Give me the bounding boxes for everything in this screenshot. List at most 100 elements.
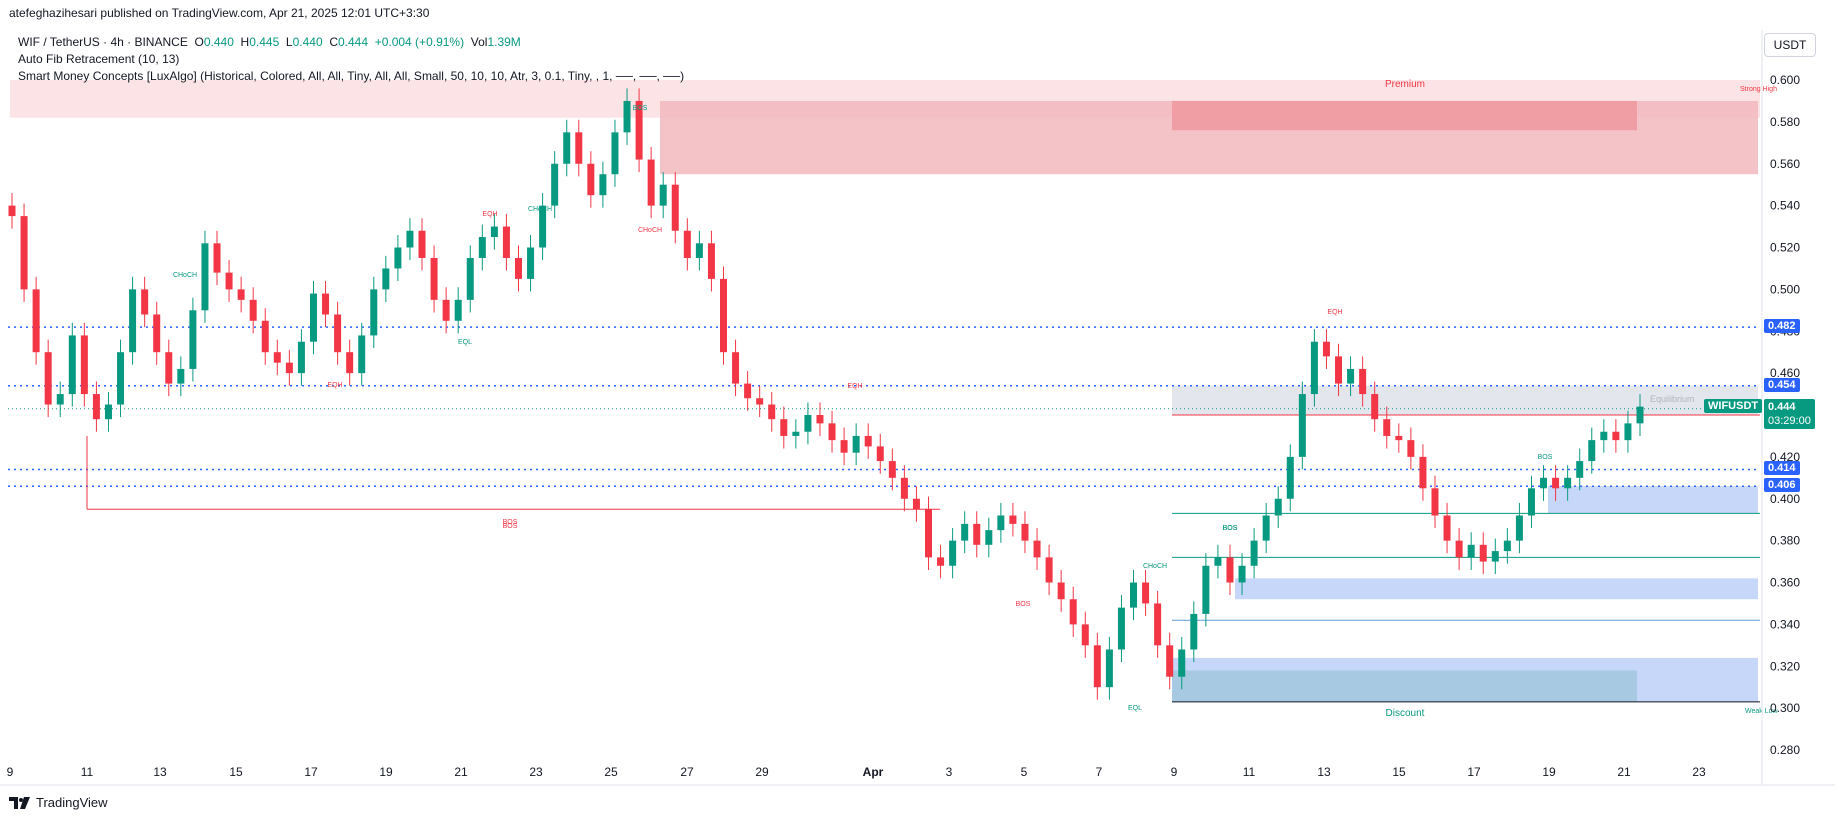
candle-body bbox=[732, 352, 740, 384]
x-tick-label: 13 bbox=[1317, 765, 1331, 779]
ohlc-row: WIF / TetherUS · 4h · BINANCE O0.440 H0.… bbox=[18, 34, 684, 51]
low-value: 0.440 bbox=[292, 35, 323, 49]
price-tag-0.454: 0.454 bbox=[1764, 377, 1800, 392]
candle-body bbox=[876, 446, 884, 462]
y-tick-label: 0.340 bbox=[1770, 617, 1800, 631]
candle-body bbox=[623, 100, 631, 133]
candle-body bbox=[792, 431, 800, 436]
candle-body bbox=[478, 237, 486, 258]
strong-high-label: Strong High bbox=[1740, 86, 1777, 93]
candle-body bbox=[1250, 540, 1258, 566]
open-value: 0.440 bbox=[203, 35, 234, 49]
symbol-title[interactable]: WIF / TetherUS · 4h · BINANCE bbox=[18, 35, 188, 49]
candle-body bbox=[285, 362, 293, 374]
structure-label: BOS bbox=[1016, 601, 1031, 608]
x-tick-label: 21 bbox=[1617, 765, 1631, 779]
candle-body bbox=[671, 184, 679, 231]
bar-countdown: 03:29:00 bbox=[1768, 414, 1811, 427]
candle-body bbox=[1190, 613, 1198, 650]
candle-body bbox=[454, 299, 462, 321]
candle-body bbox=[1624, 423, 1632, 441]
candle-body bbox=[840, 440, 848, 453]
order-block-bear-inner bbox=[1172, 100, 1637, 131]
candle-body bbox=[68, 335, 76, 395]
candle-body bbox=[1347, 368, 1355, 384]
indicator-fib[interactable]: Auto Fib Retracement (10, 13) bbox=[18, 52, 180, 66]
candle-body bbox=[141, 289, 149, 315]
candle-body bbox=[1310, 341, 1318, 395]
candle-body bbox=[490, 226, 498, 238]
open-label: O bbox=[194, 35, 204, 49]
y-tick-label: 0.540 bbox=[1770, 199, 1800, 213]
candle-body bbox=[1298, 394, 1306, 457]
structure-label: BOS bbox=[1223, 525, 1238, 532]
change-value: +0.004 (+0.91%) bbox=[374, 35, 465, 49]
candle-body bbox=[744, 383, 752, 399]
candle-body bbox=[1383, 419, 1391, 436]
y-tick-label: 0.500 bbox=[1770, 282, 1800, 296]
candle-body bbox=[539, 205, 547, 248]
structure-label: EQH bbox=[1327, 309, 1342, 316]
candle-body bbox=[1419, 456, 1427, 489]
bull-ob-2 bbox=[1235, 578, 1758, 600]
candle-body bbox=[8, 205, 16, 217]
x-tick-label: 9 bbox=[7, 765, 14, 779]
tradingview-brand[interactable]: TradingView bbox=[9, 795, 108, 810]
candle-body bbox=[599, 174, 607, 196]
close-value: 0.444 bbox=[337, 35, 369, 49]
structure-label: EQH bbox=[482, 211, 497, 218]
candle-body bbox=[756, 398, 764, 405]
candle-body bbox=[56, 394, 64, 405]
premium-label: Premium bbox=[1385, 79, 1425, 90]
candle-body bbox=[1407, 440, 1415, 457]
candle-body bbox=[418, 230, 426, 258]
x-tick-label: 29 bbox=[755, 765, 769, 779]
candle-body bbox=[611, 132, 619, 175]
candle-body bbox=[20, 216, 28, 290]
y-tick-label: 0.360 bbox=[1770, 576, 1800, 590]
candle-body bbox=[201, 243, 209, 311]
structure-label: EQH bbox=[327, 382, 342, 389]
candle-body bbox=[237, 289, 245, 300]
candle-body bbox=[1467, 544, 1475, 558]
candle-body bbox=[442, 299, 450, 321]
candle-body bbox=[925, 509, 933, 558]
structure-label: BOS bbox=[1538, 454, 1553, 461]
candle-body bbox=[1552, 477, 1560, 489]
candle-body bbox=[1021, 523, 1029, 541]
x-tick-label: 17 bbox=[304, 765, 318, 779]
candle-body bbox=[1105, 649, 1113, 688]
discount-inner bbox=[1172, 670, 1637, 702]
candle-body bbox=[514, 257, 522, 279]
equilibrium-zone bbox=[1172, 385, 1758, 415]
y-tick-label: 0.380 bbox=[1770, 534, 1800, 548]
candle-body bbox=[683, 230, 691, 258]
equilibrium-label: Equilibrium bbox=[1650, 394, 1695, 404]
candle-body bbox=[1081, 624, 1089, 646]
currency-button[interactable]: USDT bbox=[1764, 33, 1816, 57]
x-tick-label: 15 bbox=[229, 765, 243, 779]
candle-body bbox=[1262, 515, 1270, 541]
structure-label: CHoCH bbox=[173, 272, 197, 279]
x-tick-label: 23 bbox=[1692, 765, 1706, 779]
high-value: 0.445 bbox=[249, 35, 280, 49]
candle-body bbox=[1455, 540, 1463, 558]
candle-body bbox=[1238, 565, 1246, 583]
candle-body bbox=[1130, 582, 1138, 608]
candle-body bbox=[249, 299, 257, 321]
y-tick-label: 0.280 bbox=[1770, 743, 1800, 757]
candle-body bbox=[1202, 565, 1210, 614]
candle-body bbox=[430, 257, 438, 300]
high-label: H bbox=[240, 35, 250, 49]
structure-label: CHoCH bbox=[1143, 563, 1167, 570]
candle-body bbox=[1359, 368, 1367, 395]
candle-body bbox=[1564, 477, 1572, 489]
candle-body bbox=[719, 278, 727, 353]
y-tick-label: 0.460 bbox=[1770, 366, 1800, 380]
indicator-smc[interactable]: Smart Money Concepts [LuxAlgo] (Historic… bbox=[18, 69, 685, 83]
candle-body bbox=[80, 335, 88, 395]
candle-body bbox=[804, 415, 812, 432]
candle-body bbox=[1443, 515, 1451, 541]
candle-body bbox=[1503, 540, 1511, 552]
